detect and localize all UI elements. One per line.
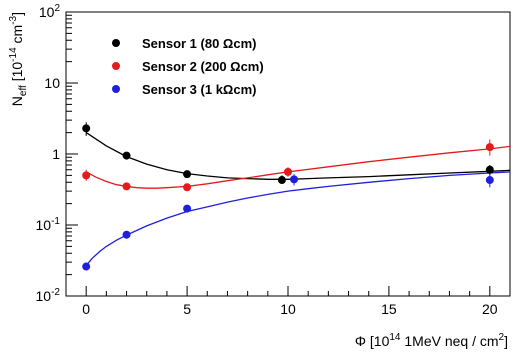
y-tick-label: 10-1 <box>36 216 61 233</box>
legend-label: Sensor 1 (80 Ωcm) <box>142 36 256 51</box>
data-point-series-3 <box>82 262 91 271</box>
y-tick-label: 10 <box>44 75 60 91</box>
y-tick-label: 1 <box>52 146 60 162</box>
legend-label: Sensor 3 (1 kΩcm) <box>142 82 256 97</box>
data-points <box>82 124 494 271</box>
data-point-series-2 <box>183 183 192 192</box>
data-point-series-1 <box>82 124 91 133</box>
data-point-series-1 <box>485 165 494 174</box>
data-point-series-2 <box>485 143 494 152</box>
data-point-series-2 <box>122 182 131 191</box>
data-point-series-1 <box>122 151 131 160</box>
data-point-series-3 <box>122 230 131 239</box>
x-tick-label: 15 <box>381 301 397 317</box>
data-point-series-3 <box>183 204 192 213</box>
data-point-series-3 <box>290 175 299 184</box>
x-tick-label: 5 <box>183 301 191 317</box>
fit-curve-series-3 <box>86 171 511 265</box>
error-bars <box>85 122 491 270</box>
y-axis-label: Neff [10-14 cm-3] <box>8 12 29 106</box>
legend-marker <box>112 39 120 47</box>
legend-marker <box>112 62 120 70</box>
x-axis-label: Φ [1014 1MeV neq / cm2] <box>355 332 508 349</box>
y-tick-label: 102 <box>39 3 61 20</box>
data-point-series-2 <box>284 167 292 176</box>
y-tick-label: 10-2 <box>36 287 61 304</box>
y-axis: 10-2 10-1 1 10 102 <box>36 3 78 304</box>
x-axis: 0 5 10 15 20 <box>65 286 511 317</box>
data-point-series-3 <box>485 176 494 185</box>
data-point-series-1 <box>277 176 286 185</box>
legend-marker <box>112 85 120 93</box>
fit-curve-series-2 <box>85 145 511 189</box>
x-tick-label: 10 <box>280 301 296 317</box>
fit-curve-series-1 <box>85 132 511 180</box>
legend-label: Sensor 2 (200 Ωcm) <box>142 59 264 74</box>
data-point-series-2 <box>82 171 91 180</box>
fit-curves <box>85 132 511 265</box>
x-tick-label: 20 <box>482 301 498 317</box>
x-tick-label: 0 <box>82 301 90 317</box>
data-point-series-1 <box>183 170 192 179</box>
legend: Sensor 1 (80 Ωcm) Sensor 2 (200 Ωcm) Senso… <box>112 36 264 97</box>
